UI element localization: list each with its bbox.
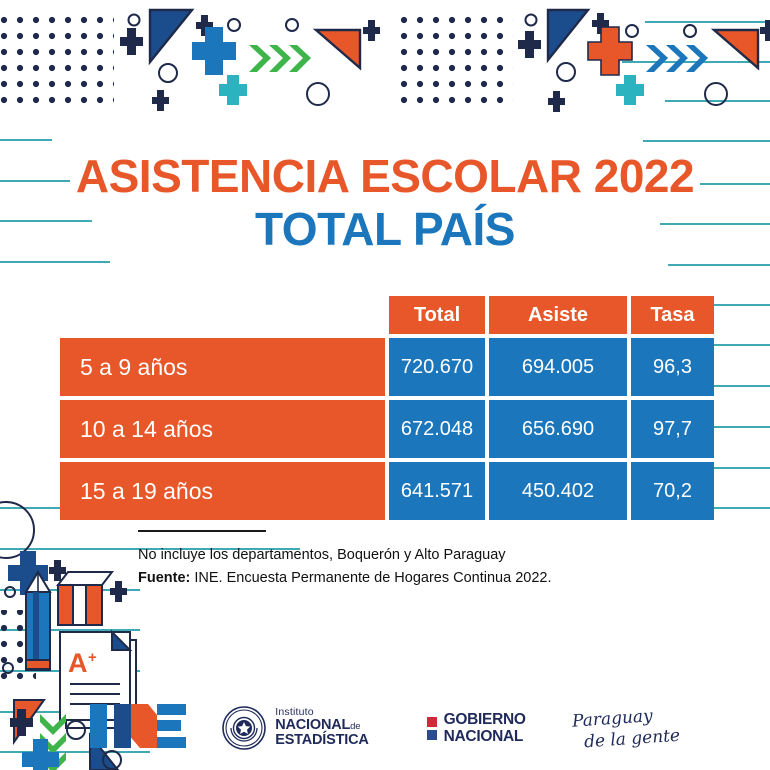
eraser-icon: [55, 571, 115, 626]
paraguay-seal-icon: [222, 706, 267, 750]
table-row: 5 a 9 años 720.670 694.005 96,3: [60, 338, 714, 396]
ine-logo: [90, 703, 187, 753]
row-label: 10 a 14 años: [60, 400, 385, 458]
header-spacer: [60, 296, 385, 334]
cell-total: 720.670: [389, 338, 485, 396]
instituto-text: Instituto NACIONALde ESTADÍSTICA: [275, 706, 369, 749]
instituto-line1: Instituto: [275, 706, 314, 719]
svg-text:+: +: [88, 649, 97, 666]
row-label: 5 a 9 años: [60, 338, 385, 396]
row-label: 15 a 19 años: [60, 462, 385, 520]
decor-cluster-top-left: [120, 8, 380, 111]
gobierno-line2: NACIONAL: [443, 728, 524, 745]
decor-cluster-top-right: [518, 8, 770, 112]
footnote-note: No incluye los departamentos, Boquerón y…: [138, 547, 506, 563]
footnote-source-text: INE. Encuesta Permanente de Hogares Cont…: [194, 570, 552, 587]
gobierno-nacional-logo: GOBIERNO NACIONAL: [426, 711, 526, 746]
data-table: Total Asiste Tasa 5 a 9 años 720.670 694…: [60, 296, 714, 520]
title-block: ASISTENCIA ESCOLAR 2022 TOTAL PAÍS: [0, 152, 770, 254]
square-red-icon: [426, 716, 437, 727]
dot-grid-left: [0, 12, 114, 104]
paraguay-de-la-gente-logo: Paraguay de la gente: [570, 706, 680, 752]
footnote-block: No incluye los departamentos, Boquerón y…: [138, 530, 551, 591]
footnote-rule: [138, 530, 266, 532]
gobierno-squares-icon: [426, 716, 437, 740]
instituto-line2: NACIONALde: [275, 718, 368, 733]
logo-bar: Instituto NACIONALde ESTADÍSTICA GOBIERN…: [0, 692, 770, 764]
page-subtitle: TOTAL PAÍS: [255, 202, 515, 255]
instituto-line2-main: NACIONAL: [275, 717, 351, 734]
column-header-total: Total: [389, 296, 485, 334]
cell-tasa: 97,7: [631, 400, 714, 458]
cell-tasa: 96,3: [631, 338, 714, 396]
cell-asiste: 450.402: [489, 462, 627, 520]
cell-total: 641.571: [389, 462, 485, 520]
instituto-line3: ESTADÍSTICA: [275, 732, 369, 749]
column-header-asiste: Asiste: [489, 296, 627, 334]
chevron-green-group: [249, 45, 311, 72]
cell-tasa: 70,2: [631, 462, 714, 520]
cell-asiste: 694.005: [489, 338, 627, 396]
gobierno-text: GOBIERNO NACIONAL: [444, 711, 526, 746]
footnote-source: Fuente: INE. Encuesta Permanente de Hoga…: [138, 567, 551, 590]
cell-total: 672.048: [389, 400, 485, 458]
dot-grid-right: [395, 12, 513, 104]
pencil-icon: [24, 570, 52, 671]
instituto-line2-suffix: de: [350, 721, 361, 733]
svg-text:A: A: [68, 648, 88, 678]
footnote-source-label: Fuente:: [138, 570, 191, 587]
cell-asiste: 656.690: [489, 400, 627, 458]
table-row: 10 a 14 años 672.048 656.690 97,7: [60, 400, 714, 458]
table-row: 15 a 19 años 641.571 450.402 70,2: [60, 462, 714, 520]
chevron-blue-group: [646, 45, 708, 72]
page-title: ASISTENCIA ESCOLAR 2022: [75, 150, 695, 202]
square-blue-icon: [426, 729, 437, 740]
instituto-nacional-estadistica-logo: Instituto NACIONALde ESTADÍSTICA: [222, 706, 369, 750]
table-header-row: Total Asiste Tasa: [60, 296, 714, 334]
column-header-tasa: Tasa: [631, 296, 714, 334]
gobierno-line1: GOBIERNO: [443, 710, 526, 728]
